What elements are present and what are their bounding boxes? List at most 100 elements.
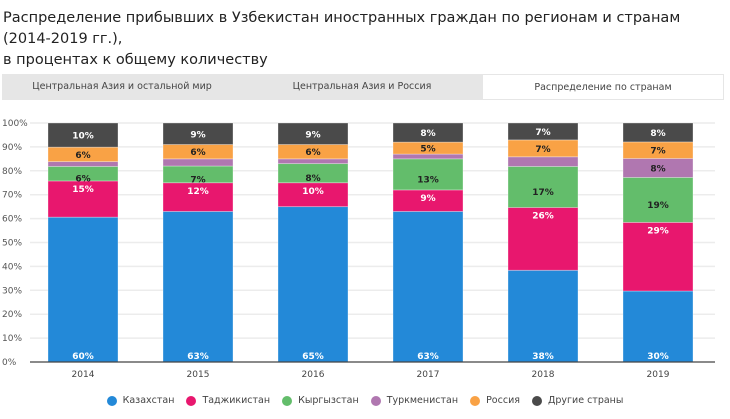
title-line-2: в процентах к общему количеству [3, 52, 268, 68]
data-label: 26% [532, 211, 554, 221]
data-label: 15% [72, 185, 94, 195]
data-label: 10% [72, 132, 94, 142]
bar-segment [622, 122, 694, 143]
x-tick-label: 2016 [302, 370, 325, 380]
bar-segment [277, 122, 349, 145]
legend-dot-icon [531, 395, 542, 406]
bar-segment [507, 122, 579, 141]
bar-segment [622, 221, 694, 292]
data-label: 6% [305, 148, 320, 158]
data-label: 65% [302, 352, 324, 362]
data-label: 13% [417, 175, 439, 185]
bar-segment [277, 163, 349, 184]
y-tick-label: 0% [2, 358, 17, 368]
data-label: 7% [535, 145, 550, 155]
data-label: 10% [302, 187, 324, 197]
bar-segment [507, 156, 579, 167]
legend-label: Таджикистан [202, 395, 271, 406]
legend-dot-icon [186, 395, 197, 406]
x-tick-label: 2014 [72, 370, 95, 380]
data-label: 8% [305, 174, 320, 184]
y-tick-label: 60% [2, 215, 22, 225]
legend-item[interactable]: Таджикистан [186, 395, 270, 406]
data-label: 30% [647, 352, 669, 362]
data-label: 63% [417, 352, 439, 362]
legend-dot-icon [470, 395, 481, 406]
bar-segment [162, 211, 234, 363]
data-label: 8% [650, 164, 665, 174]
legend-item[interactable]: Кыргызстан [282, 395, 359, 406]
y-tick-label: 40% [2, 262, 22, 272]
data-label: 9% [190, 130, 205, 140]
y-tick-label: 20% [2, 310, 22, 320]
data-label: 63% [187, 352, 209, 362]
data-label: 17% [532, 188, 554, 198]
data-label: 9% [420, 194, 435, 204]
tab-by-country[interactable]: Распределение по странам [482, 74, 724, 99]
tab-central-asia-russia[interactable]: Центральная Азия и Россия [292, 81, 432, 92]
title-line-1: Распределение прибывших в Узбекистан ино… [3, 10, 681, 47]
legend-item[interactable]: Другие страны [531, 395, 624, 406]
data-label: 5% [420, 145, 435, 155]
bar-segment [507, 269, 579, 363]
data-label: 7% [650, 147, 665, 157]
legend-dot-icon [370, 395, 381, 406]
data-label: 6% [75, 151, 90, 161]
data-label: 12% [187, 187, 209, 197]
bar-segment [47, 161, 119, 167]
bar-segment [162, 182, 234, 212]
data-label: 7% [535, 128, 550, 138]
bar-segment [277, 206, 349, 363]
data-label: 38% [532, 352, 554, 362]
chart-title: Распределение прибывших в Узбекистан ино… [3, 8, 728, 71]
legend-label: Туркменистан [386, 395, 459, 406]
bar-segment [507, 166, 579, 208]
data-label: 9% [305, 130, 320, 140]
bar-segment [162, 158, 234, 167]
bar-segment [392, 153, 464, 160]
legend-label: Казахстан [122, 395, 175, 406]
y-tick-label: 30% [2, 286, 22, 296]
legend-item[interactable]: Туркменистан [370, 395, 459, 406]
bar-segment [277, 158, 349, 165]
tab-bar: Центральная Азия и остальной мир Централ… [2, 74, 724, 100]
data-label: 6% [75, 175, 90, 185]
tab-central-asia-rest-world[interactable]: Центральная Азия и остальной мир [32, 81, 212, 92]
bar-segment [162, 122, 234, 145]
data-label: 29% [647, 226, 669, 236]
data-label: 8% [650, 129, 665, 139]
x-tick-label: 2015 [187, 370, 210, 380]
stacked-bar-chart: 0%10%20%30%40%50%60%70%80%90%100%60%15%6… [2, 119, 715, 380]
bar-segment [507, 207, 579, 271]
data-label: 7% [190, 175, 205, 185]
data-label: 6% [190, 148, 205, 158]
legend-label: Другие страны [547, 395, 624, 406]
y-tick-label: 70% [2, 191, 22, 201]
bar-segment [392, 122, 464, 143]
bar-segment [47, 216, 119, 363]
x-tick-label: 2017 [417, 370, 440, 380]
legend-label: Кыргызстан [298, 395, 359, 406]
bar-segment [392, 211, 464, 363]
bar-segment [47, 122, 119, 148]
bar-segment [162, 165, 234, 184]
x-tick-label: 2019 [647, 370, 670, 380]
data-label: 19% [647, 201, 669, 211]
y-tick-label: 100% [2, 119, 28, 129]
data-label: 60% [72, 352, 94, 362]
y-tick-label: 80% [2, 167, 22, 177]
legend-item[interactable]: Казахстан [106, 395, 175, 406]
legend: Казахстан Таджикистан Кыргызстан Туркменист… [0, 395, 730, 406]
y-tick-label: 90% [2, 143, 22, 153]
bar-segment [392, 158, 464, 191]
legend-dot-icon [106, 395, 117, 406]
y-tick-label: 10% [2, 334, 22, 344]
legend-label: Россия [486, 395, 520, 406]
x-tick-label: 2018 [532, 370, 555, 380]
legend-dot-icon [282, 395, 293, 406]
bar-segment [622, 177, 694, 223]
y-tick-label: 50% [2, 239, 22, 249]
data-label: 8% [420, 129, 435, 139]
bar-segment [622, 290, 694, 363]
legend-item[interactable]: Россия [470, 395, 520, 406]
